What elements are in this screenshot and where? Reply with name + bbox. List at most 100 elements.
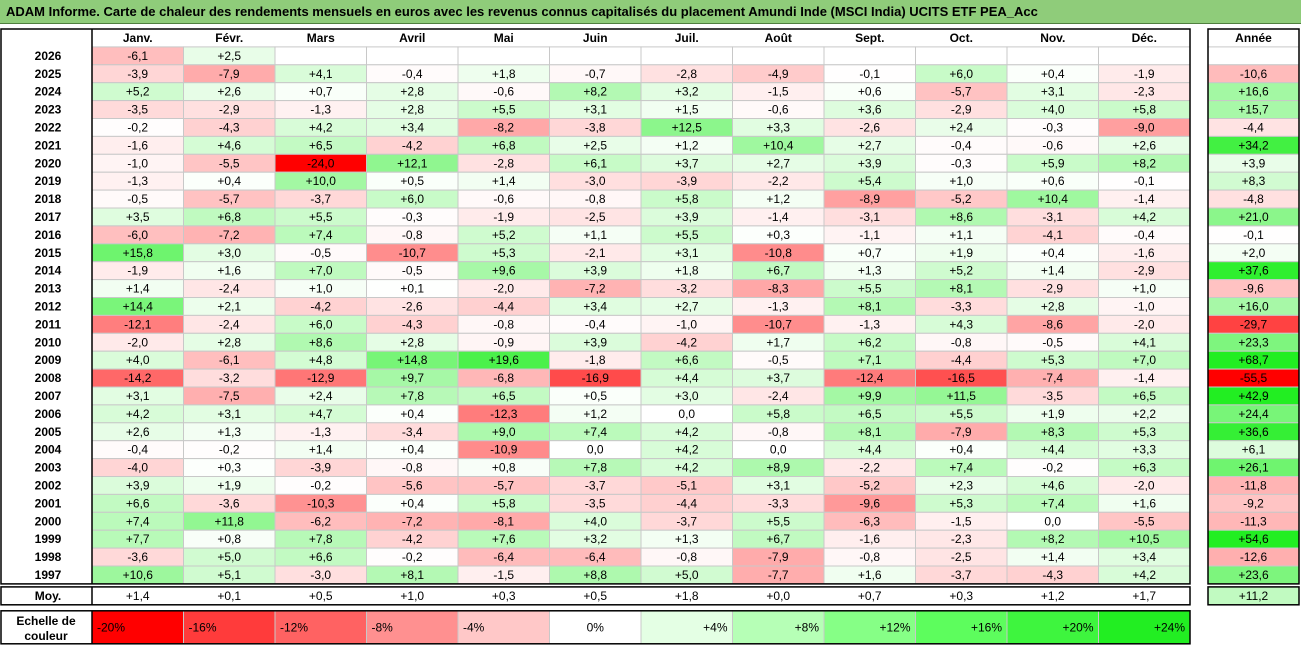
cell-value: -6,3 bbox=[859, 514, 880, 528]
annual-cell bbox=[1207, 46, 1300, 66]
scale-label: couleur bbox=[24, 629, 68, 643]
cell-value: -1,0 bbox=[127, 156, 148, 170]
month-header: Janv. bbox=[123, 31, 153, 45]
cell-value: +7,4 bbox=[126, 514, 150, 528]
cell-value: +2,6 bbox=[217, 85, 241, 99]
scale-border bbox=[0, 610, 1191, 645]
cell-value: -8,1 bbox=[493, 514, 514, 528]
cell-value: +7,7 bbox=[126, 532, 150, 546]
cell-value: -8,6 bbox=[1042, 317, 1063, 331]
cell-value: -3,1 bbox=[1042, 210, 1063, 224]
cell-value: +4,3 bbox=[949, 317, 973, 331]
scale-label-value: +4% bbox=[703, 620, 728, 634]
average-value: +0,5 bbox=[309, 589, 333, 603]
cell-value: +4,4 bbox=[675, 371, 699, 385]
cell-value: +8,1 bbox=[400, 568, 424, 582]
cell-value: +1,3 bbox=[217, 425, 241, 439]
cell-value: -10,8 bbox=[765, 246, 793, 260]
cell-value: -0,2 bbox=[1042, 461, 1063, 475]
cell-value: -1,9 bbox=[1134, 67, 1155, 81]
cell-value: 0,0 bbox=[770, 443, 787, 457]
cell-value: +2,6 bbox=[126, 425, 150, 439]
average-border bbox=[0, 586, 1191, 606]
cell-value: -0,8 bbox=[951, 335, 972, 349]
cell-value: +1,9 bbox=[217, 478, 241, 492]
heatmap-cell bbox=[823, 46, 916, 66]
cell-value: +3,2 bbox=[675, 85, 699, 99]
month-header: Oct. bbox=[950, 31, 973, 45]
cell-value: -6,1 bbox=[219, 353, 240, 367]
cell-value: -3,6 bbox=[219, 496, 240, 510]
annual-value: +54,6 bbox=[1238, 532, 1269, 546]
cell-value: -1,5 bbox=[951, 514, 972, 528]
annual-value: +34,2 bbox=[1238, 138, 1269, 152]
cell-value: +2,7 bbox=[675, 299, 699, 313]
cell-value: -4,3 bbox=[219, 120, 240, 134]
cell-value: -7,2 bbox=[585, 282, 606, 296]
scale-label-value: -20% bbox=[97, 620, 125, 634]
cell-value: 0,0 bbox=[1044, 514, 1061, 528]
cell-value: -0,1 bbox=[859, 67, 880, 81]
cell-value: +5,2 bbox=[492, 228, 516, 242]
cell-value: +7,8 bbox=[583, 461, 607, 475]
cell-value: -5,2 bbox=[951, 192, 972, 206]
cell-value: +1,6 bbox=[217, 264, 241, 278]
annual-value: +26,1 bbox=[1238, 461, 1269, 475]
cell-value: +3,3 bbox=[766, 120, 790, 134]
cell-value: +3,1 bbox=[766, 478, 790, 492]
average-annual-value: +11,2 bbox=[1239, 589, 1269, 603]
cell-value: -3,0 bbox=[585, 174, 606, 188]
cell-value: +6,6 bbox=[309, 550, 333, 564]
cell-value: -3,7 bbox=[585, 478, 606, 492]
cell-value: -1,0 bbox=[676, 317, 697, 331]
cell-value: -0,2 bbox=[219, 443, 240, 457]
cell-value: -2,3 bbox=[951, 532, 972, 546]
cell-value: -4,1 bbox=[1042, 228, 1063, 242]
cell-value: -2,0 bbox=[1134, 478, 1155, 492]
cell-value: -3,2 bbox=[219, 371, 240, 385]
cell-value: -1,3 bbox=[127, 174, 148, 188]
heatmap-cell bbox=[1098, 46, 1191, 66]
cell-value: +7,0 bbox=[1132, 353, 1156, 367]
cell-value: +0,6 bbox=[1041, 174, 1065, 188]
cell-value: +3,1 bbox=[675, 246, 699, 260]
cell-value: +8,6 bbox=[949, 210, 973, 224]
cell-value: +0,8 bbox=[492, 461, 516, 475]
cell-value: +4,0 bbox=[126, 353, 150, 367]
average-value: +1,0 bbox=[400, 589, 424, 603]
cell-value: -2,9 bbox=[1042, 282, 1063, 296]
cell-value: -8,3 bbox=[768, 282, 789, 296]
cell-value: +5,0 bbox=[675, 568, 699, 582]
cell-value: -7,7 bbox=[768, 568, 789, 582]
cell-value: +3,9 bbox=[858, 156, 882, 170]
cell-value: -10,3 bbox=[307, 496, 335, 510]
cell-value: -7,4 bbox=[1042, 371, 1063, 385]
annual-value: -11,8 bbox=[1240, 478, 1267, 492]
cell-value: +3,4 bbox=[400, 120, 424, 134]
cell-value: +19,6 bbox=[489, 353, 520, 367]
cell-value: +14,4 bbox=[123, 299, 154, 313]
cell-value: +9,6 bbox=[492, 264, 516, 278]
cell-value: +4,2 bbox=[1132, 210, 1156, 224]
cell-value: +0,3 bbox=[766, 228, 790, 242]
cell-value: +7,4 bbox=[949, 461, 973, 475]
cell-value: -0,4 bbox=[127, 443, 148, 457]
annual-value: +42,9 bbox=[1238, 389, 1269, 403]
average-value: +0,3 bbox=[949, 589, 973, 603]
year-label: 2024 bbox=[35, 85, 62, 99]
cell-value: -0,9 bbox=[493, 335, 514, 349]
heatmap-cell bbox=[366, 46, 459, 66]
average-value: +1,4 bbox=[126, 589, 150, 603]
scale-label-value: -4% bbox=[463, 620, 485, 634]
cell-value: +10,4 bbox=[763, 138, 794, 152]
cell-value: -1,6 bbox=[127, 138, 148, 152]
cell-value: -7,2 bbox=[219, 228, 240, 242]
year-label: 2026 bbox=[35, 49, 62, 63]
cell-value: +6,0 bbox=[400, 192, 424, 206]
cell-value: -16,5 bbox=[948, 371, 976, 385]
cell-value: +5,5 bbox=[858, 282, 882, 296]
cell-value: +4,4 bbox=[858, 443, 882, 457]
cell-value: -1,0 bbox=[1134, 299, 1155, 313]
cell-value: +1,1 bbox=[949, 228, 973, 242]
cell-value: +10,4 bbox=[1038, 192, 1069, 206]
